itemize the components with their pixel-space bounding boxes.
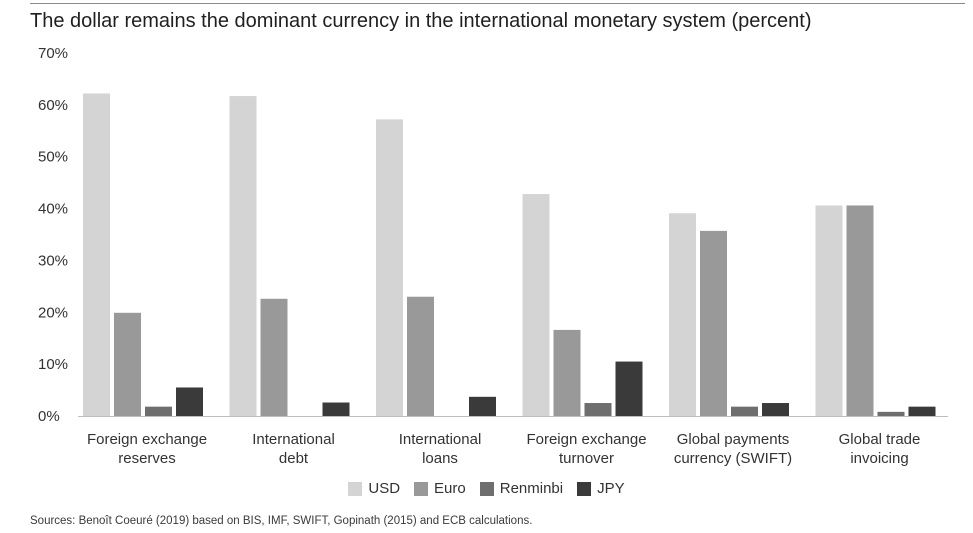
legend-label: Renminbi [499,480,564,497]
bar-usd [522,194,550,416]
bar-jpy [762,403,789,416]
bar-renminbi [584,403,612,416]
y-tick-label: 30% [38,252,68,269]
bar-jpy [908,406,936,416]
chart-legend: USD Euro Renminbi JPY [0,480,973,497]
x-tick-label: invoicing [850,450,908,467]
bar-euro [553,329,581,416]
y-tick-label: 0% [38,408,60,425]
bar-euro [846,205,874,416]
bar-euro [260,298,288,416]
bar-euro [407,296,434,416]
bar-jpy [615,361,643,416]
x-tick-label: Global trade [839,431,921,448]
y-tick-label: 70% [38,45,68,62]
bar-euro [700,230,727,416]
bar-renminbi [731,406,758,416]
y-tick-label: 20% [38,304,68,321]
x-tick-label: International [252,431,335,448]
bar-usd [376,119,403,417]
x-tick-label: loans [422,450,458,467]
legend-swatch [348,481,363,496]
legend-label: JPY [597,480,625,497]
x-tick-label: debt [279,450,309,467]
y-tick-label: 10% [38,356,68,373]
x-tick-label: Foreign exchange [87,431,207,448]
top-rule [30,3,965,4]
bar-jpy [176,387,203,416]
y-tick-label: 60% [38,97,68,114]
x-tick-label: Foreign exchange [526,431,646,448]
bar-usd [815,205,843,416]
legend-label: Euro [434,480,466,497]
bar-renminbi [877,411,905,416]
legend-swatch [414,481,429,496]
bar-renminbi [145,406,172,416]
legend-item: JPY [577,480,625,497]
bar-euro [114,312,141,416]
y-tick-label: 50% [38,149,68,166]
x-tick-label: International [399,431,482,448]
legend-item: USD [348,480,400,497]
bar-jpy [469,396,496,416]
x-tick-label: currency (SWIFT) [674,450,792,467]
legend-label: USD [368,480,401,497]
x-tick-label: Global payments [677,431,790,448]
x-tick-label: reserves [118,450,176,467]
x-tick-label: turnover [559,450,614,467]
bar-usd [83,93,110,416]
y-tick-label: 40% [38,201,68,218]
chart-title: The dollar remains the dominant currency… [30,10,812,32]
bar-jpy [322,402,350,416]
legend-item: Renminbi [479,480,564,497]
legend-swatch [479,481,494,496]
bar-usd [229,96,257,416]
source-note: Sources: Benoît Coeuré (2019) based on B… [30,515,533,527]
legend-swatch [577,481,592,496]
legend-item: Euro [414,480,466,497]
bar-usd [669,213,696,416]
